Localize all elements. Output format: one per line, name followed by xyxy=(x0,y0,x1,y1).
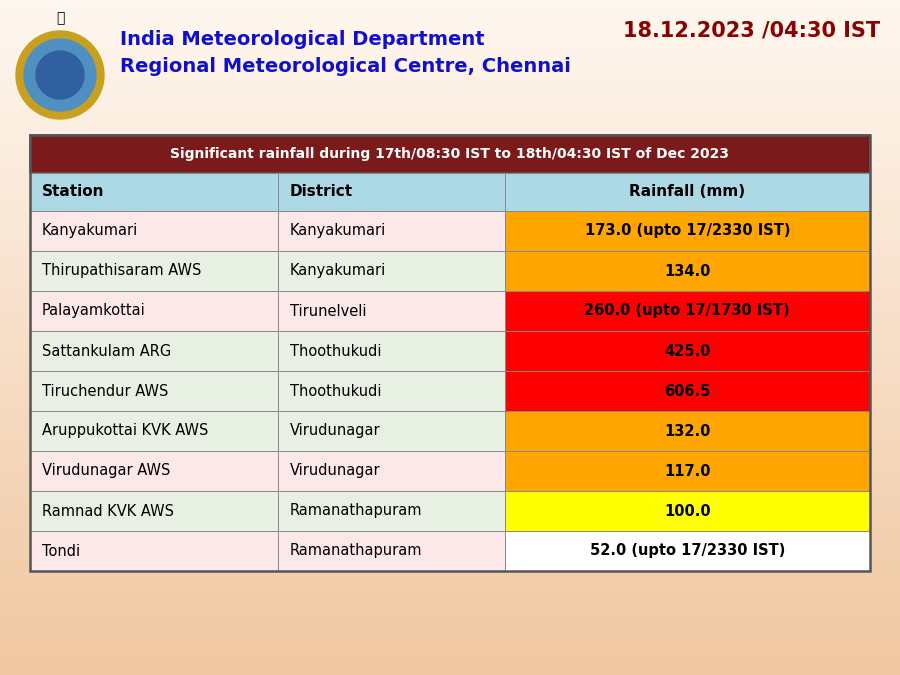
Text: Kanyakumari: Kanyakumari xyxy=(290,223,386,238)
Text: Rainfall (mm): Rainfall (mm) xyxy=(629,184,745,200)
Text: India Meteorological Department: India Meteorological Department xyxy=(120,30,484,49)
Bar xyxy=(30,331,278,371)
Bar xyxy=(505,411,870,451)
Bar xyxy=(278,211,505,251)
Bar xyxy=(278,451,505,491)
Text: Kanyakumari: Kanyakumari xyxy=(42,223,139,238)
Text: Tondi: Tondi xyxy=(42,543,80,558)
Text: 18.12.2023 /04:30 IST: 18.12.2023 /04:30 IST xyxy=(623,20,880,40)
Bar xyxy=(278,411,505,451)
Text: Ramanathapuram: Ramanathapuram xyxy=(290,504,422,518)
Bar xyxy=(505,251,870,291)
Bar xyxy=(505,331,870,371)
Bar xyxy=(30,135,870,571)
Text: Regional Meteorological Centre, Chennai: Regional Meteorological Centre, Chennai xyxy=(120,57,571,76)
Text: Tiruchendur AWS: Tiruchendur AWS xyxy=(42,383,168,398)
Bar xyxy=(30,135,870,173)
Text: Tirunelveli: Tirunelveli xyxy=(290,304,366,319)
Bar xyxy=(278,371,505,411)
Text: Station: Station xyxy=(42,184,104,200)
Text: 606.5: 606.5 xyxy=(664,383,710,398)
Bar xyxy=(278,251,505,291)
Bar xyxy=(30,173,278,211)
Bar xyxy=(30,451,278,491)
Text: 132.0: 132.0 xyxy=(664,423,710,439)
Bar xyxy=(505,451,870,491)
Bar xyxy=(278,491,505,531)
Bar xyxy=(30,291,278,331)
Text: Thirupathisaram AWS: Thirupathisaram AWS xyxy=(42,263,202,279)
Bar xyxy=(505,291,870,331)
Text: Thoothukudi: Thoothukudi xyxy=(290,383,382,398)
Bar xyxy=(278,331,505,371)
Text: Ramnad KVK AWS: Ramnad KVK AWS xyxy=(42,504,174,518)
Text: 🏛: 🏛 xyxy=(56,11,64,25)
Bar xyxy=(505,491,870,531)
Bar xyxy=(278,531,505,571)
Bar xyxy=(30,491,278,531)
Bar xyxy=(30,531,278,571)
Text: Aruppukottai KVK AWS: Aruppukottai KVK AWS xyxy=(42,423,209,439)
Text: District: District xyxy=(290,184,353,200)
Bar xyxy=(30,371,278,411)
Text: Kanyakumari: Kanyakumari xyxy=(290,263,386,279)
Bar xyxy=(505,371,870,411)
Circle shape xyxy=(16,31,104,119)
Bar xyxy=(30,211,278,251)
Bar xyxy=(278,173,505,211)
Text: 134.0: 134.0 xyxy=(664,263,710,279)
Text: 173.0 (upto 17/2330 IST): 173.0 (upto 17/2330 IST) xyxy=(585,223,790,238)
Text: 117.0: 117.0 xyxy=(664,464,711,479)
Circle shape xyxy=(36,51,84,99)
Text: Sattankulam ARG: Sattankulam ARG xyxy=(42,344,171,358)
Text: Virudunagar: Virudunagar xyxy=(290,464,381,479)
Bar xyxy=(505,211,870,251)
Text: Significant rainfall during 17th/08:30 IST to 18th/04:30 IST of Dec 2023: Significant rainfall during 17th/08:30 I… xyxy=(170,147,730,161)
Text: 260.0 (upto 17/1730 IST): 260.0 (upto 17/1730 IST) xyxy=(584,304,790,319)
Bar xyxy=(30,411,278,451)
Bar xyxy=(505,173,870,211)
Text: Ramanathapuram: Ramanathapuram xyxy=(290,543,422,558)
Text: Virudunagar AWS: Virudunagar AWS xyxy=(42,464,170,479)
Text: Virudunagar: Virudunagar xyxy=(290,423,381,439)
Circle shape xyxy=(24,39,96,111)
Text: 425.0: 425.0 xyxy=(664,344,710,358)
Bar xyxy=(505,531,870,571)
Bar xyxy=(278,291,505,331)
Text: 52.0 (upto 17/2330 IST): 52.0 (upto 17/2330 IST) xyxy=(590,543,785,558)
Text: Palayamkottai: Palayamkottai xyxy=(42,304,146,319)
Text: 100.0: 100.0 xyxy=(664,504,711,518)
Text: Thoothukudi: Thoothukudi xyxy=(290,344,382,358)
Bar xyxy=(30,251,278,291)
